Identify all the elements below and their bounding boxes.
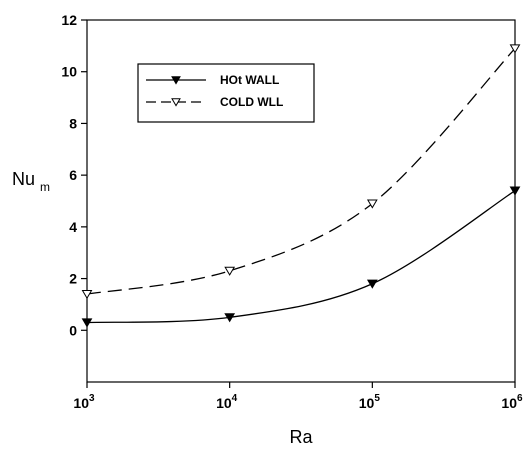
y-tick-label: 4 — [69, 219, 77, 235]
plot-frame — [86, 19, 516, 383]
series-line-2 — [86, 48, 516, 295]
y-tick-label: 2 — [69, 271, 77, 287]
legend-marker-1 — [171, 76, 181, 85]
x-tick-label-exponent: 4 — [232, 393, 238, 404]
series-2-marker — [81, 289, 93, 300]
x-tick-label: 104 — [216, 393, 238, 411]
y-axis-label: Nu m — [12, 169, 50, 194]
series-line-1 — [86, 190, 516, 324]
y-tick-label: 0 — [69, 322, 77, 338]
series-1-marker — [509, 186, 521, 196]
x-tick-label-exponent: 3 — [89, 393, 95, 404]
y-tick-label: 12 — [61, 12, 77, 28]
x-tick-label-base: 10 — [216, 395, 232, 411]
series-layer — [81, 44, 521, 328]
x-tick-label-base: 10 — [73, 395, 89, 411]
series-1-marker — [224, 313, 236, 323]
x-axis-ticks: 103 104 105 106 — [73, 382, 523, 411]
legend-marker-2 — [171, 98, 181, 107]
x-axis-label: Ra — [289, 427, 313, 447]
y-tick-label: 6 — [69, 167, 77, 183]
x-tick-label-base: 10 — [359, 395, 375, 411]
legend-box — [137, 63, 315, 123]
series-2-marker — [509, 44, 521, 54]
y-axis-label-main: Nu — [12, 169, 35, 189]
y-axis-label-subscript: m — [40, 180, 50, 194]
legend-label-2: COLD WLL — [220, 95, 283, 109]
x-tick-label: 105 — [359, 393, 381, 411]
legend: HOt WALL COLD WLL — [137, 63, 315, 123]
series-2-marker — [366, 199, 378, 209]
y-axis-ticks: 0 2 4 6 8 10 12 — [61, 12, 87, 338]
y-tick-label: 8 — [69, 115, 77, 131]
series-1-marker — [366, 279, 378, 289]
x-tick-label-base: 10 — [501, 395, 517, 411]
series-1-marker — [81, 318, 93, 328]
x-tick-label-exponent: 5 — [374, 393, 380, 404]
x-tick-label: 103 — [73, 393, 95, 411]
y-tick-label: 10 — [61, 64, 77, 80]
series-2-marker — [224, 266, 236, 276]
x-tick-label-exponent: 6 — [517, 393, 523, 404]
legend-label-1: HOt WALL — [220, 73, 279, 87]
x-tick-label: 106 — [501, 393, 523, 411]
